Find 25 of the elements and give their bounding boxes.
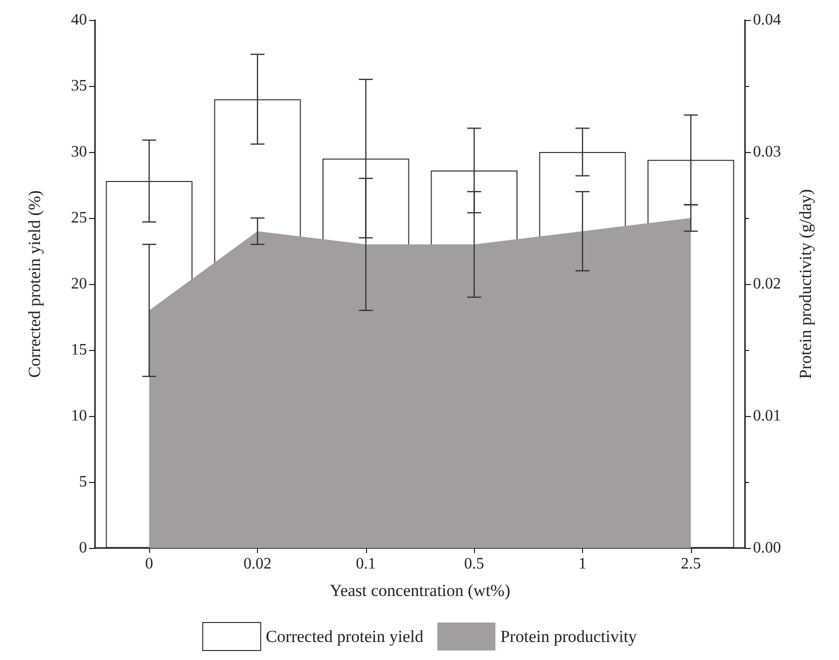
y2-tick-label: 0.04 xyxy=(753,12,781,28)
y-tick-label: 25 xyxy=(71,210,87,226)
y-axis-title: Corrected protein yield (%) xyxy=(25,190,44,378)
y2-tick-label: 0.02 xyxy=(753,276,781,292)
y-tick-label: 40 xyxy=(71,12,87,28)
y-tick-label: 35 xyxy=(71,78,87,94)
x-tick-label: 1 xyxy=(578,556,586,572)
x-tick-label: 2.5 xyxy=(680,556,701,572)
y-tick-label: 5 xyxy=(79,474,87,490)
y2-axis-title: Protein productivity (g/day) xyxy=(796,189,815,379)
x-tick-label: 0.5 xyxy=(464,556,484,572)
legend-label: Protein productivity xyxy=(500,627,638,646)
y-tick-label: 30 xyxy=(71,144,87,160)
y-tick-label: 0 xyxy=(79,540,87,556)
x-tick-label: 0.02 xyxy=(244,556,272,572)
x-tick-label: 0 xyxy=(145,556,154,572)
y2-tick-label: 0.01 xyxy=(753,408,781,424)
x-tick-label: 0.1 xyxy=(356,556,376,572)
legend-label: Corrected protein yield xyxy=(266,627,424,646)
y-tick-label: 15 xyxy=(71,342,87,358)
y-tick-label: 10 xyxy=(71,408,87,424)
x-axis-title: Yeast concentration (wt%) xyxy=(330,581,510,600)
y2-tick-label: 0.03 xyxy=(753,144,781,160)
y-tick-label: 20 xyxy=(71,276,87,292)
y2-tick-label: 0.00 xyxy=(753,540,781,556)
